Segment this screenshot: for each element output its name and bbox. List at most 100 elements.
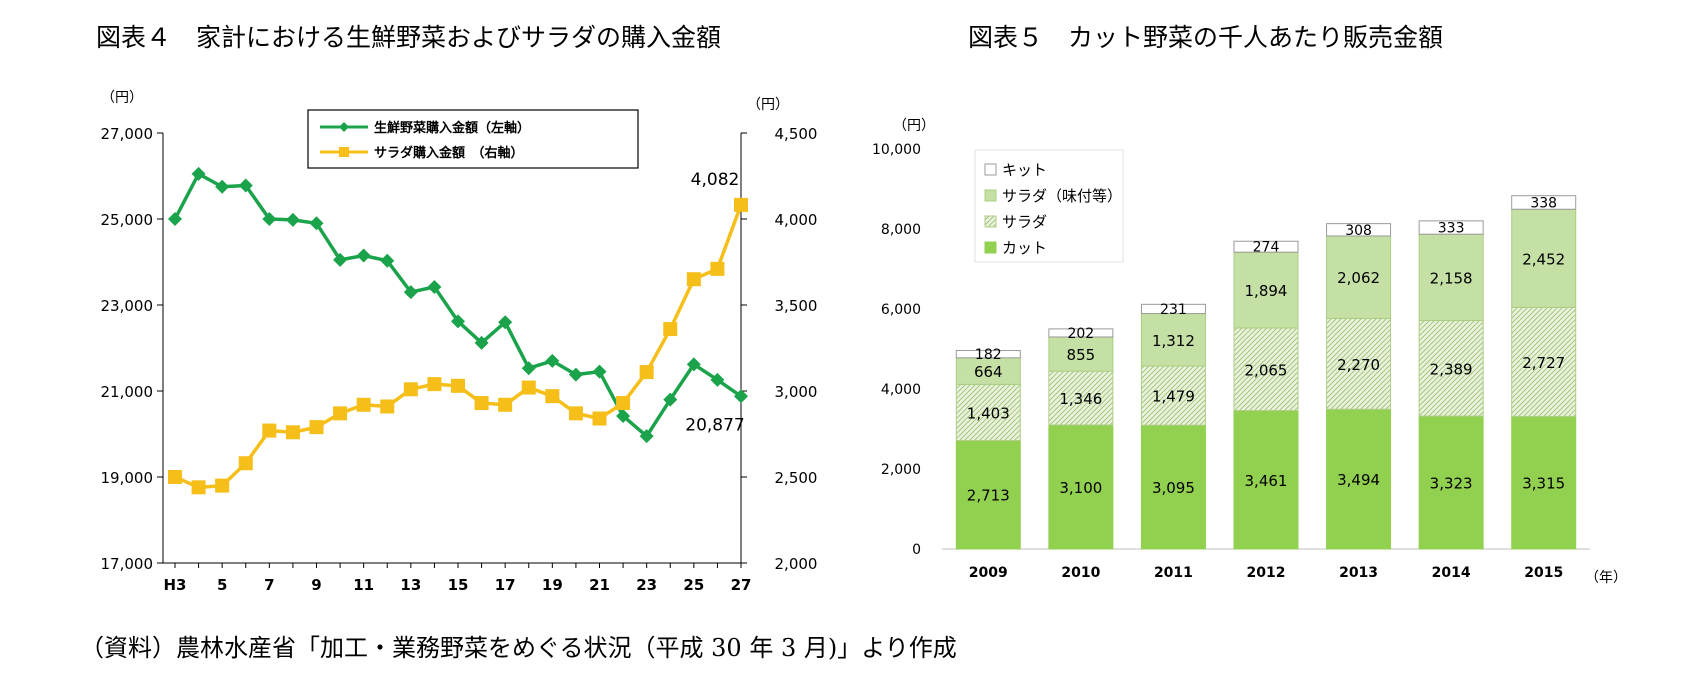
line-point-square: [639, 365, 654, 380]
bar-data-label: 231: [1160, 302, 1187, 318]
line-point-diamond: [451, 314, 465, 329]
line-point-diamond: [285, 212, 300, 227]
bar-segment: [1233, 410, 1299, 550]
bar-segment: [1233, 251, 1299, 329]
bar-data-label: 338: [1530, 195, 1557, 211]
line-point-square: [191, 480, 206, 495]
line-point-diamond: [592, 364, 607, 379]
line-point-square: [380, 399, 395, 414]
bar-data-label: 3,323: [1430, 475, 1473, 493]
y-right-tick-label: 2,500: [775, 469, 818, 487]
x-tick-label: 25: [683, 576, 704, 594]
bar-y-tick-label: 8,000: [881, 222, 921, 238]
line-point-diamond: [380, 253, 395, 268]
line-point-square: [356, 397, 371, 412]
line-point-square: [309, 420, 324, 435]
line-point-diamond: [168, 212, 182, 226]
bar-segment: [1140, 424, 1206, 550]
line-point-square: [568, 406, 583, 421]
bar-data-label: 202: [1067, 326, 1094, 342]
line-point-square: [285, 425, 300, 440]
bar-segment: [1511, 208, 1577, 308]
bar-segment: [1418, 415, 1484, 550]
bar-legend-swatch: [984, 189, 997, 202]
y-left-tick-label: 17,000: [101, 555, 154, 573]
line-point-square: [427, 377, 442, 392]
line-point-square: [238, 456, 253, 471]
y-right-unit: （円）: [747, 97, 789, 113]
x-tick-label: 5: [217, 576, 227, 594]
legend-box: [307, 109, 639, 169]
bar-segment: [1511, 195, 1577, 210]
line-point-diamond: [474, 335, 489, 350]
bar-legend-label: キット: [1002, 161, 1047, 179]
bar-data-label: 333: [1438, 221, 1465, 237]
bar-y-tick-label: 4,000: [881, 382, 921, 398]
bar-y-tick-label: 6,000: [881, 302, 921, 318]
bar-segment: [1511, 415, 1577, 550]
series-line-1: [174, 204, 743, 490]
bar-data-label: 664: [974, 363, 1003, 381]
bar-y-tick-label: 2,000: [881, 462, 921, 478]
bar-segment: [1418, 233, 1484, 322]
bar-segment: [1233, 240, 1299, 253]
line-point-diamond: [686, 357, 701, 372]
bar-legend-label: サラダ（味付等）: [1002, 187, 1122, 205]
y-right-tick-label: 4,500: [775, 125, 818, 143]
line-point-diamond: [333, 252, 348, 267]
bar-segment: [1048, 336, 1114, 372]
bar-x-tick-label: 2015: [1524, 565, 1563, 581]
line-point-square: [734, 197, 748, 212]
legend-marker-salad: [339, 147, 349, 157]
line-point-square: [616, 396, 631, 411]
bar-data-label: 3,494: [1337, 471, 1380, 489]
bar-legend-swatch: [984, 241, 997, 254]
bar-x-unit: （年）: [1585, 570, 1627, 586]
line-point-diamond: [710, 372, 725, 387]
bar-data-label: 2,452: [1522, 250, 1565, 268]
bar-segment: [1048, 328, 1114, 338]
bar-legend-label: サラダ: [1002, 213, 1047, 231]
line-point-square: [521, 380, 536, 395]
line-point-diamond: [568, 367, 583, 382]
line-point-diamond: [215, 179, 230, 194]
bar-y-tick-label: 10,000: [872, 142, 921, 158]
x-tick-label: 15: [448, 576, 469, 594]
bar-data-label: 1,346: [1059, 390, 1102, 408]
bar-x-tick-label: 2012: [1247, 565, 1286, 581]
bar-segment: [1048, 424, 1114, 550]
y-right-tick-label: 2,000: [775, 555, 818, 573]
bar-segment: [1326, 223, 1392, 237]
bar-segment: [955, 350, 1021, 359]
bar-segment: [955, 383, 1021, 441]
bar-data-label: 182: [975, 347, 1002, 363]
line-point-square: [474, 396, 489, 411]
line-point-diamond: [191, 166, 206, 181]
line-point-diamond: [521, 361, 536, 376]
bar-data-label: 2,062: [1337, 269, 1380, 287]
y-left-tick-label: 19,000: [101, 469, 154, 487]
line-point-diamond: [403, 285, 418, 300]
x-tick-label: 11: [353, 576, 374, 594]
bar-segment: [1140, 313, 1206, 367]
line-point-diamond: [309, 216, 324, 231]
line-point-diamond: [427, 279, 442, 294]
line-point-square: [592, 411, 607, 426]
x-tick-label: 19: [542, 576, 563, 594]
annotation-salad-last: 4,082: [691, 170, 740, 190]
bar-data-label: 3,461: [1245, 472, 1288, 490]
bar-y-tick-label: 0: [912, 542, 921, 558]
bar-data-label: 1,894: [1245, 282, 1288, 300]
x-tick-label: 27: [731, 576, 752, 594]
bar-legend-swatch: [984, 163, 997, 176]
bar-data-label: 855: [1067, 346, 1096, 364]
bar-data-label: 2,270: [1337, 356, 1380, 374]
legend-marker-vegetable: [339, 122, 349, 132]
line-point-diamond: [238, 178, 253, 193]
y-left-tick-label: 21,000: [101, 383, 154, 401]
bar-legend-box: [974, 149, 1124, 263]
x-tick-label: 23: [636, 576, 657, 594]
line-point-square: [168, 470, 182, 484]
line-point-diamond: [616, 408, 631, 423]
